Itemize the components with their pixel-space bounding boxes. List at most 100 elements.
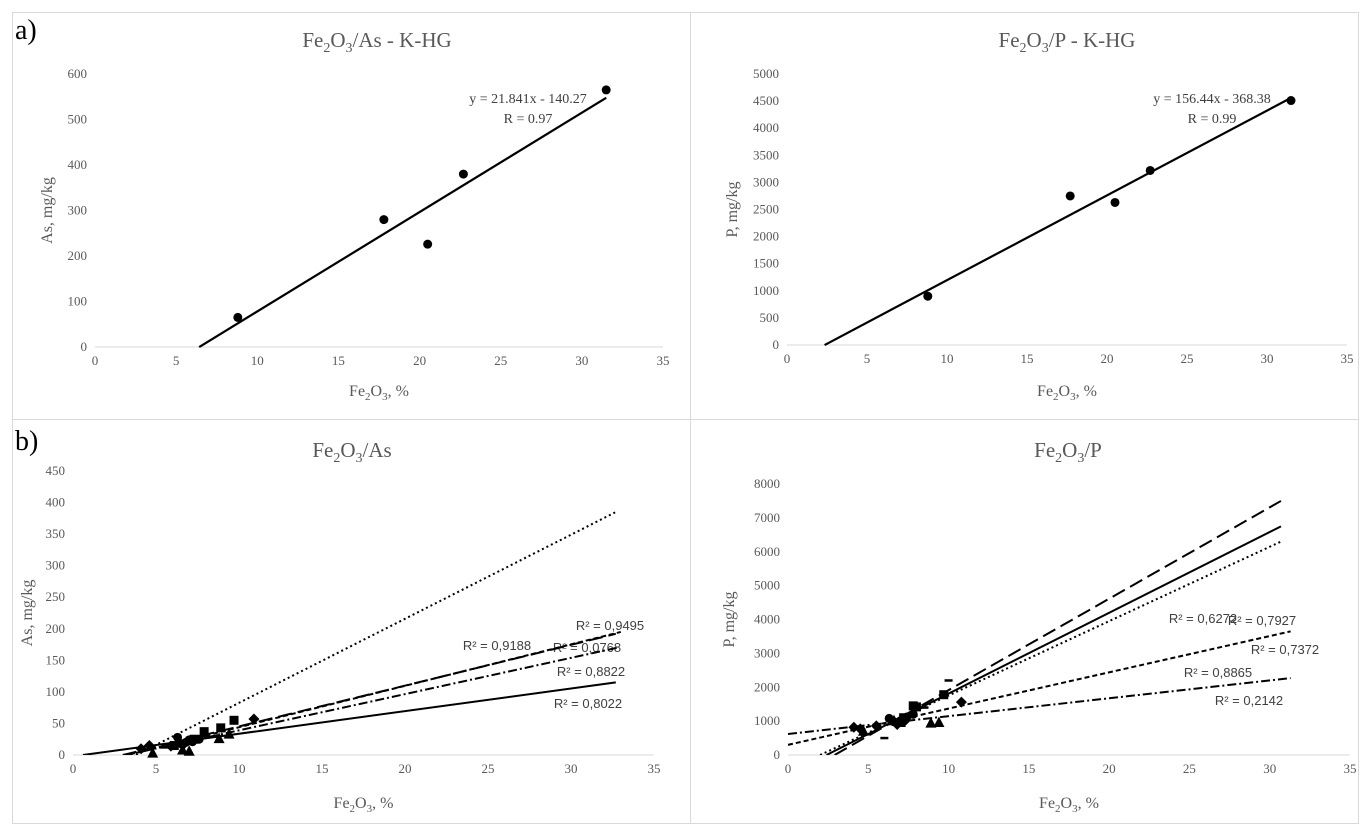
- data-point: [857, 725, 869, 736]
- x-tick-label: 25: [494, 353, 507, 368]
- x-tick-label: 20: [399, 761, 412, 776]
- y-tick-label: 500: [760, 310, 780, 325]
- trendline: [198, 96, 607, 348]
- x-axis-label-3: Fe2O3, %: [1039, 795, 1099, 815]
- data-point: [423, 239, 433, 249]
- data-point: [379, 215, 389, 225]
- y-axis-label-3: P, mg/kg: [721, 591, 738, 647]
- r2-label: R² = 0,9188: [463, 638, 531, 653]
- data-point: [216, 723, 226, 733]
- x-tick-label: 5: [864, 351, 871, 366]
- x-tick-label: 10: [233, 761, 246, 776]
- y-tick-label: 0: [774, 747, 781, 762]
- trendline: [824, 96, 1292, 347]
- y-tick-label: 300: [68, 203, 88, 218]
- x-tick-label: 35: [1344, 761, 1357, 776]
- y-tick-label: 200: [68, 248, 88, 263]
- y-axis-label-1: P, mg/kg: [724, 181, 741, 237]
- y-tick-label: 100: [68, 294, 88, 309]
- y-tick-label: 400: [46, 495, 66, 510]
- x-tick-label: 20: [413, 353, 426, 368]
- data-point: [1110, 197, 1120, 207]
- x-tick-label: 30: [1263, 761, 1276, 776]
- data-point: [458, 169, 468, 179]
- x-tick-label: 10: [251, 353, 264, 368]
- y-tick-label: 3000: [753, 174, 779, 189]
- y-tick-label: 250: [46, 589, 66, 604]
- r2-label: R² = 0,8865: [1184, 665, 1252, 680]
- y-tick-label: 450: [46, 463, 66, 478]
- y-tick-label: 0: [59, 747, 66, 762]
- data-point: [888, 714, 900, 726]
- x-tick-label: 35: [1341, 351, 1354, 366]
- x-axis-label-0: Fe2O3, %: [349, 383, 409, 403]
- y-tick-label: 7000: [754, 510, 780, 525]
- x-tick-label: 0: [92, 353, 99, 368]
- panel-label-a: a): [15, 15, 37, 46]
- chart-title-1: Fe2O3/P - K-HG: [999, 28, 1136, 56]
- data-point: [223, 728, 235, 739]
- x-tick-label: 10: [941, 351, 954, 366]
- x-tick-label: 10: [942, 761, 955, 776]
- series-trendline: [135, 511, 617, 755]
- data-point: [1065, 191, 1075, 201]
- x-tick-label: 25: [482, 761, 495, 776]
- x-tick-label: 15: [316, 761, 329, 776]
- regression-annotation: y = 21.841x - 140.27: [469, 92, 587, 107]
- r2-label: R² = 0,8022: [554, 696, 622, 711]
- x-tick-label: 5: [865, 761, 872, 776]
- x-tick-label: 30: [1261, 351, 1274, 366]
- x-tick-label: 25: [1181, 351, 1194, 366]
- data-point: [199, 727, 209, 737]
- r2-label: R² = 0,9495: [576, 618, 644, 633]
- data-point: [939, 690, 949, 700]
- y-tick-label: 50: [52, 715, 65, 730]
- data-point: [229, 715, 239, 725]
- regression-annotation: y = 156.44x - 368.38: [1153, 92, 1271, 107]
- y-tick-label: 1000: [753, 283, 779, 298]
- y-tick-label: 2000: [754, 679, 780, 694]
- x-tick-label: 5: [153, 761, 160, 776]
- y-tick-label: 1000: [754, 713, 780, 728]
- y-tick-label: 5000: [754, 578, 780, 593]
- data-point: [911, 702, 921, 712]
- y-tick-label: 3500: [753, 147, 779, 162]
- series-trendline: [122, 632, 617, 755]
- y-tick-label: 2500: [753, 202, 779, 217]
- x-tick-label: 20: [1101, 351, 1114, 366]
- x-axis-label-1: Fe2O3, %: [1037, 383, 1097, 403]
- series-trendline: [834, 500, 1282, 755]
- data-point: [1286, 96, 1296, 106]
- data-point: [923, 291, 933, 301]
- panel-label-b: b): [15, 426, 39, 457]
- x-tick-label: 0: [785, 761, 792, 776]
- x-tick-label: 30: [565, 761, 578, 776]
- y-tick-label: 2000: [753, 229, 779, 244]
- data-point: [955, 696, 967, 708]
- x-tick-label: 15: [332, 353, 345, 368]
- x-tick-label: 25: [1183, 761, 1196, 776]
- x-tick-label: 0: [784, 351, 791, 366]
- x-tick-label: 35: [657, 353, 670, 368]
- y-tick-label: 350: [46, 526, 66, 541]
- y-tick-label: 0: [773, 337, 780, 352]
- data-point: [894, 716, 906, 727]
- series-trendline: [788, 630, 1291, 746]
- y-tick-label: 200: [46, 621, 66, 636]
- y-tick-label: 1500: [753, 256, 779, 271]
- chart-title-3: Fe2O3/P: [1034, 438, 1102, 466]
- y-tick-label: 4000: [754, 612, 780, 627]
- data-point: [933, 716, 945, 727]
- data-point: [147, 747, 159, 758]
- y-tick-label: 100: [46, 684, 66, 699]
- y-tick-label: 400: [68, 157, 88, 172]
- regression-annotation: R = 0.99: [1188, 112, 1237, 127]
- data-point: [233, 312, 243, 322]
- y-tick-label: 5000: [753, 66, 779, 81]
- x-tick-label: 15: [1021, 351, 1034, 366]
- x-tick-label: 30: [575, 353, 588, 368]
- x-tick-label: 15: [1022, 761, 1035, 776]
- y-tick-label: 500: [68, 112, 88, 127]
- regression-annotation: R = 0.97: [504, 112, 553, 127]
